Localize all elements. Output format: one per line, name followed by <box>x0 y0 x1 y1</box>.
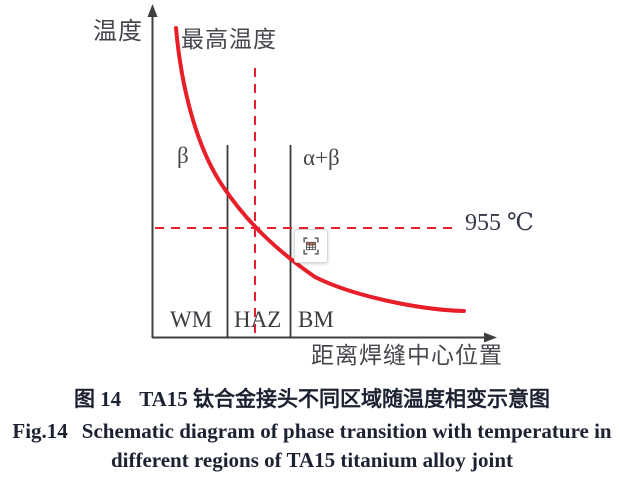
figure-caption-zh: 图 14 TA15 钛合金接头不同区域随温度相变示意图 <box>0 383 624 413</box>
region-label-haz: HAZ <box>234 307 282 332</box>
figure-title-zh: TA15 钛合金接头不同区域随温度相变示意图 <box>139 387 551 411</box>
phase-transition-diagram <box>147 4 497 343</box>
temperature-curve <box>174 26 466 313</box>
y-axis-label: 温度 <box>93 19 143 45</box>
phase-beta-label: β <box>177 143 189 168</box>
phase-alpha-beta-label: α+β <box>303 145 340 170</box>
capture-table-icon[interactable] <box>294 229 328 263</box>
figure-number-zh: 图 14 <box>73 387 122 411</box>
figure-caption-en-line1: Fig.14 Schematic diagram of phase transit… <box>0 419 624 444</box>
region-label-bm: BM <box>298 307 334 332</box>
figure-title-en-line2: different regions of TA15 titanium alloy… <box>110 448 514 472</box>
x-axis-label: 距离焊缝中心位置 <box>311 343 503 368</box>
figure-caption-en-line2: different regions of TA15 titanium alloy… <box>0 448 624 473</box>
x-axis-arrowhead-icon <box>484 332 497 343</box>
peak-temperature-label: 最高温度 <box>181 27 277 52</box>
figure-title-en-line1: Schematic diagram of phase transition wi… <box>81 419 612 443</box>
y-axis-arrowhead-icon <box>147 4 158 17</box>
capture-table-glyph <box>303 237 319 255</box>
figure-number-en: Fig.14 <box>12 419 68 443</box>
beta-transus-value-label: 955 ℃ <box>465 210 534 236</box>
region-label-wm: WM <box>170 307 213 332</box>
